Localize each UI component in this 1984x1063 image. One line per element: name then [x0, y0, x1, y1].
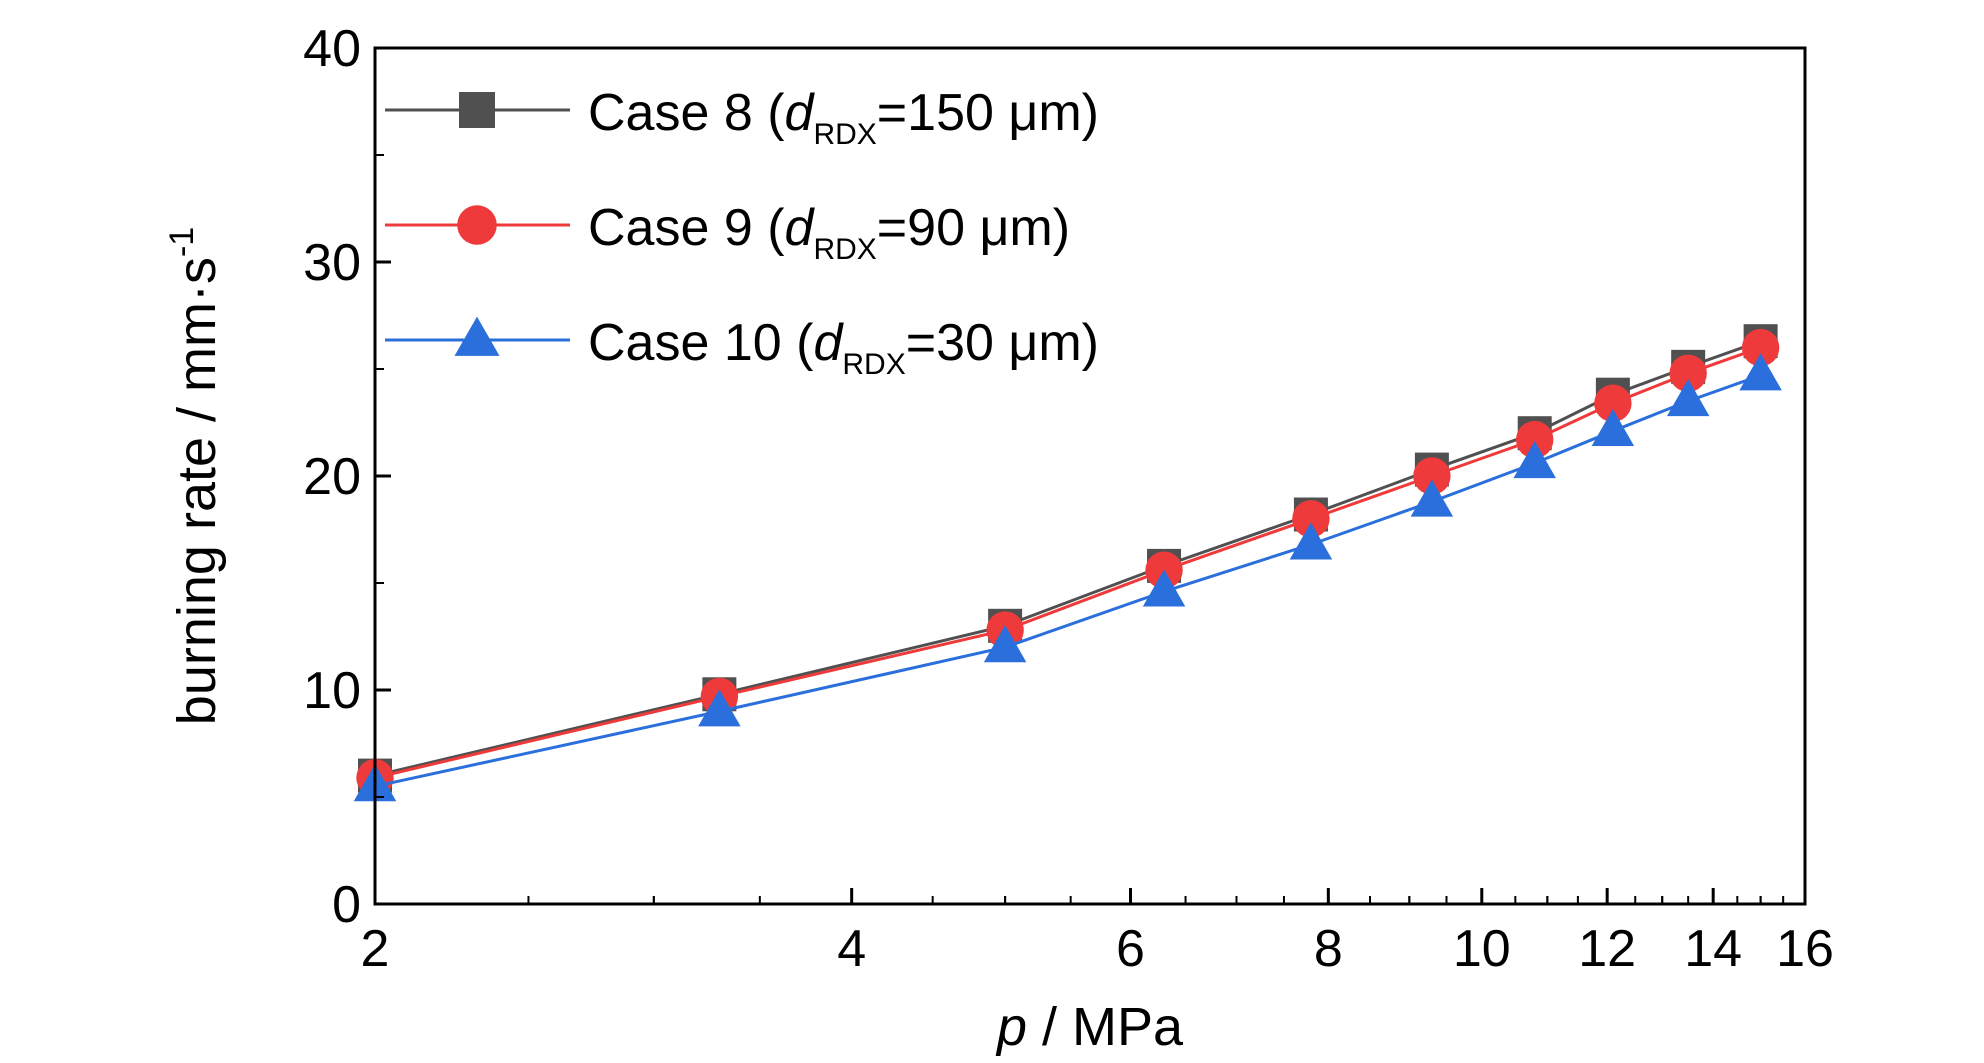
legend-variable: d: [785, 199, 816, 257]
circle-marker: [1594, 384, 1632, 422]
x-tick-label: 6: [1116, 920, 1145, 978]
x-axis-variable: p: [995, 997, 1027, 1057]
triangle-marker: [1666, 378, 1710, 417]
x-tick-label: 4: [837, 920, 866, 978]
legend-suffix: =30 μm): [906, 314, 1099, 372]
series-triangle: [353, 353, 1782, 802]
triangle-marker: [1410, 479, 1454, 517]
circle-marker: [457, 205, 497, 245]
triangle-marker: [698, 689, 741, 727]
y-axis-label-exponent: -1: [163, 227, 201, 257]
x-tick-label: 16: [1776, 920, 1834, 978]
legend-variable: d: [813, 314, 844, 372]
triangle-marker: [1513, 441, 1556, 479]
legend-suffix: =150 μm): [877, 84, 1099, 142]
legend-item: Case 9 (dRDX=90 μm): [385, 199, 1070, 266]
y-tick-label: 30: [303, 234, 361, 292]
legend-subscript: RDX: [813, 118, 876, 151]
triangle-marker: [454, 316, 500, 356]
y-tick-label: 40: [303, 20, 361, 78]
square-marker: [459, 92, 495, 128]
legend-label: Case 10 (dRDX=30 μm): [588, 314, 1099, 381]
legend: Case 8 (dRDX=150 μm)Case 9 (dRDX=90 μm)C…: [385, 84, 1099, 381]
series-line: [374, 339, 1762, 778]
series-line: [374, 346, 1762, 780]
triangle-marker: [1591, 408, 1635, 447]
legend-prefix: Case 8 (: [588, 84, 785, 142]
legend-prefix: Case 9 (: [588, 199, 785, 257]
legend-variable: d: [785, 84, 816, 142]
x-tick-label: 12: [1578, 920, 1636, 978]
legend-prefix: Case 10 (: [588, 314, 814, 372]
triangle-marker: [1739, 353, 1782, 391]
x-axis-label: p / MPa: [995, 997, 1184, 1057]
circle-marker: [1292, 500, 1330, 538]
triangle-marker: [1289, 522, 1333, 560]
axes: 2 4 6 8 10 12 14 16 0 10 20 30 40: [303, 20, 1834, 978]
x-axis-unit: / MPa: [1027, 997, 1184, 1057]
x-tick-label: 8: [1314, 920, 1343, 978]
legend-subscript: RDX: [813, 233, 876, 266]
x-tick-label: 14: [1684, 920, 1742, 978]
series-line: [374, 374, 1762, 788]
triangle-marker: [1142, 569, 1186, 607]
legend-label: Case 9 (dRDX=90 μm): [588, 199, 1070, 266]
circle-marker: [1413, 457, 1451, 495]
legend-item: Case 8 (dRDX=150 μm): [385, 84, 1099, 151]
y-tick-label: 10: [303, 662, 361, 720]
circle-marker: [1669, 354, 1707, 392]
circle-marker: [1741, 328, 1780, 367]
y-tick-label: 20: [303, 448, 361, 506]
triangle-marker: [983, 625, 1027, 663]
legend-suffix: =90 μm): [877, 199, 1070, 257]
y-axis-label-main: burning rate / mm·s: [167, 257, 227, 725]
legend-item: Case 10 (dRDX=30 μm): [385, 314, 1099, 381]
y-tick-label: 0: [332, 876, 361, 934]
y-axis-label: burning rate / mm·s-1: [163, 227, 227, 725]
x-tick-label: 10: [1453, 920, 1511, 978]
legend-subscript: RDX: [842, 348, 905, 381]
legend-label: Case 8 (dRDX=150 μm): [588, 84, 1099, 151]
circle-marker: [1516, 420, 1554, 459]
x-tick-label: 2: [361, 920, 390, 978]
